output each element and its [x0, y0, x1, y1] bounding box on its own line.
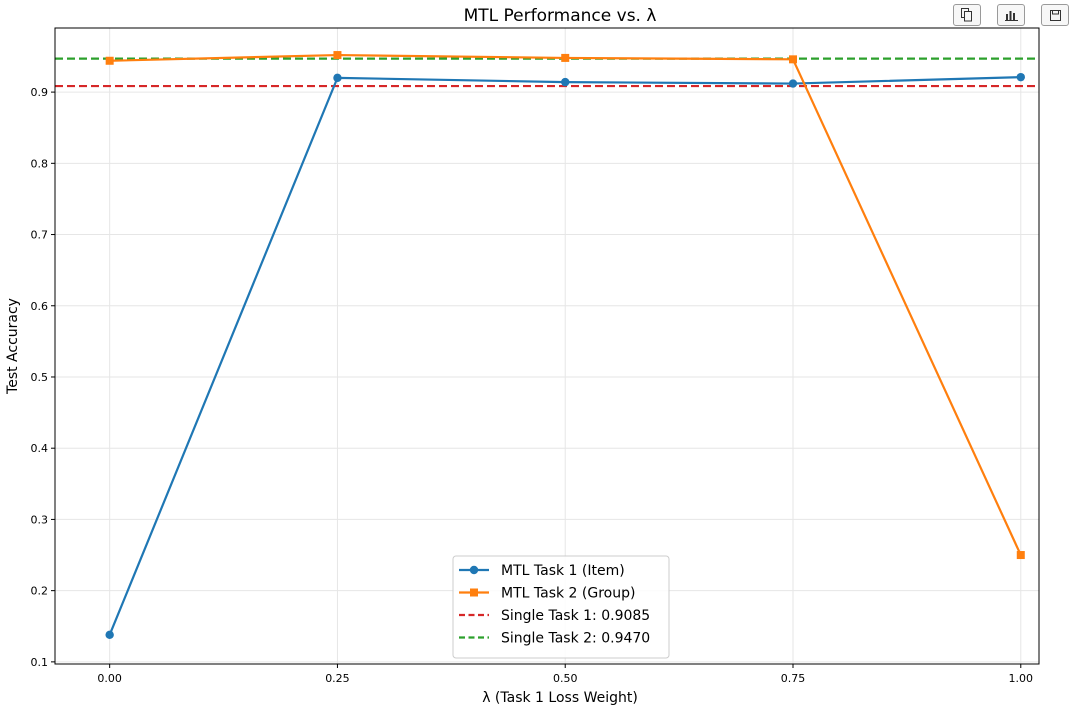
y-tick-label: 0.5	[31, 371, 49, 384]
y-tick-label: 0.4	[31, 442, 49, 455]
x-axis-ticks: 0.00 0.25 0.50 0.75 1.00	[97, 664, 1033, 685]
chart-title: MTL Performance vs. λ	[464, 6, 657, 26]
legend-box	[452, 555, 670, 659]
data-point	[333, 51, 342, 60]
y-tick-label: 0.8	[31, 157, 49, 170]
plot-frame	[54, 27, 1040, 665]
data-point	[333, 73, 342, 83]
y-tick-label: 0.6	[31, 300, 49, 313]
grid	[55, 28, 1039, 664]
data-point	[1016, 72, 1025, 82]
bar-chart-icon	[1004, 9, 1018, 21]
y-tick-label: 0.3	[31, 513, 49, 526]
y-axis-ticks: 0.1 0.2 0.3 0.4 0.5 0.6 0.7 0.8 0.9	[31, 86, 55, 669]
data-point	[561, 53, 570, 62]
legend-label: MTL Task 1 (Item)	[501, 563, 625, 579]
legend-label: Single Task 1: 0.9085	[501, 608, 650, 624]
x-axis-label: λ (Task 1 Loss Weight)	[482, 690, 638, 706]
data-point	[105, 56, 114, 65]
x-tick-label: 0.75	[781, 672, 806, 685]
data-point	[105, 630, 114, 639]
save-icon	[1049, 9, 1061, 21]
copy-button[interactable]	[953, 4, 981, 26]
copy-icon	[961, 8, 973, 22]
series-lines	[105, 51, 1025, 639]
chart-view-button[interactable]	[997, 4, 1025, 26]
x-tick-label: 0.25	[325, 672, 350, 685]
x-tick-label: 1.00	[1009, 672, 1034, 685]
y-tick-label: 0.2	[31, 585, 49, 598]
save-button[interactable]	[1041, 4, 1069, 26]
y-tick-label: 0.7	[31, 229, 49, 242]
data-point	[1016, 551, 1025, 560]
legend-marker	[470, 588, 478, 597]
y-tick-label: 0.1	[31, 656, 49, 669]
chart-toolbar	[953, 4, 1069, 26]
data-point	[561, 77, 570, 87]
x-tick-label: 0.50	[553, 672, 578, 685]
data-point	[789, 55, 797, 64]
y-tick-label: 0.9	[31, 86, 49, 99]
y-axis-label: Test Accuracy	[5, 298, 21, 395]
x-tick-label: 0.00	[97, 672, 122, 685]
legend-label: MTL Task 2 (Group)	[501, 586, 635, 602]
legend-marker	[469, 565, 479, 575]
legend-label: Single Task 2: 0.9470	[501, 631, 650, 647]
data-point	[788, 79, 798, 88]
legend: MTL Task 1 (Item) MTL Task 2 (Group) Singl…	[452, 555, 670, 659]
